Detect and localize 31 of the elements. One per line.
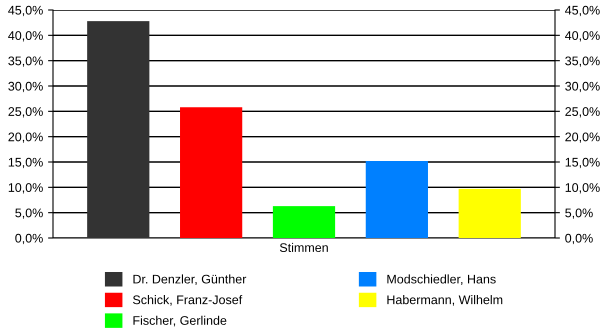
- y-tick-label: 25,0%: [8, 107, 43, 118]
- x-tick-label: Stimmen: [280, 242, 328, 252]
- text: 30,0%: [565, 82, 600, 92]
- bar: [180, 107, 242, 238]
- bar: [366, 160, 428, 238]
- text: 0,0%: [565, 234, 593, 244]
- text: 10,0%: [566, 183, 600, 194]
- text: 40,0%: [565, 31, 600, 42]
- y-tick-label: 40,0%: [8, 31, 43, 42]
- y-tick-label: 5,0%: [15, 208, 43, 219]
- text: 20,0%: [565, 132, 600, 143]
- legend-label: Dr. Denzler, Günther: [133, 274, 246, 286]
- bar: [87, 21, 150, 238]
- text: 35,0%: [565, 56, 600, 67]
- bar: [458, 188, 521, 238]
- text: 15,0%: [566, 158, 600, 168]
- text: 25,0%: [565, 107, 600, 118]
- y-tick-label: 10,0%: [8, 183, 43, 194]
- y-tick-label: 30,0%: [8, 82, 43, 92]
- bar: [272, 206, 336, 238]
- legend-label: Fischer, Gerlinde: [133, 316, 226, 326]
- y-tick-label: 0,0%: [15, 234, 43, 244]
- legend-label: Habermann, Wilhelm: [387, 295, 502, 306]
- legend-label: Modschiedler, Hans: [387, 274, 496, 286]
- y-tick-label: 45,0%: [8, 6, 43, 16]
- y-tick-label: 20,0%: [8, 132, 43, 143]
- legend-label: Schick, Franz-Josef: [133, 295, 242, 306]
- text: 45,0%: [565, 6, 600, 16]
- y-tick-label: 15,0%: [8, 158, 43, 168]
- text: 5,0%: [565, 208, 593, 219]
- y-tick-label: 35,0%: [8, 56, 43, 67]
